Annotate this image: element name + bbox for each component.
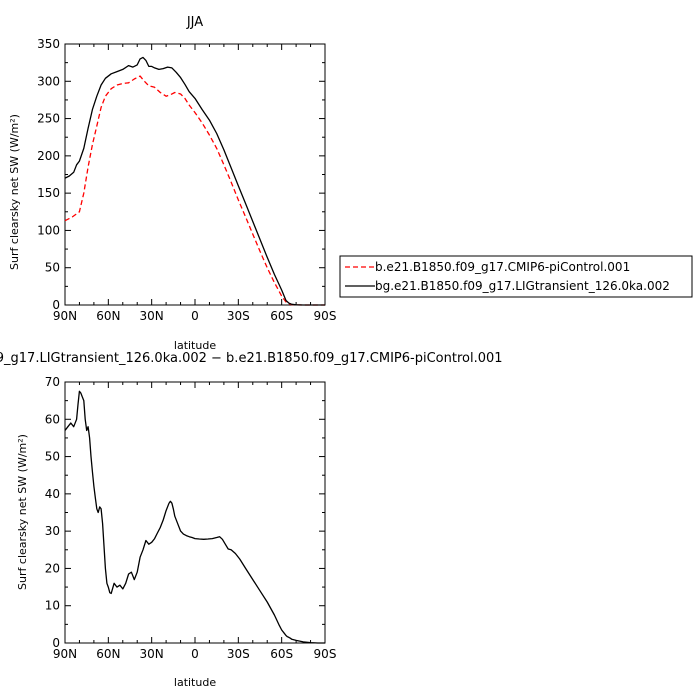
top-x-tick-label: 0 <box>191 309 199 323</box>
legend-entry-series-0: b.e21.B1850.f09_g17.CMIP6-piControl.001 <box>375 260 630 274</box>
bottom-x-tick-label: 60N <box>96 647 120 661</box>
top-y-tick-label: 150 <box>37 186 60 200</box>
top-x-tick-label: 30S <box>227 309 250 323</box>
top-panel: JJA 90N 60N 30N 0 30S 60S 90S 0 50 100 150 200 250 30… <box>8 15 336 352</box>
bottom-x-axis-label: latitude <box>174 676 216 689</box>
top-x-tick-label: 60N <box>96 309 120 323</box>
legend-entry-series-1: bg.e21.B1850.f09_g17.LIGtransient_126.0k… <box>375 279 670 293</box>
top-y-axis-label: Surf clearsky net SW (W/m²) <box>8 114 21 270</box>
bottom-y-tick-label: 0 <box>52 636 60 650</box>
bottom-series-line-0 <box>64 390 325 644</box>
bottom-panel: bg.e21.B1850.f09_g17.LIGtransient_126.0k… <box>0 351 503 689</box>
top-x-tick-label: 30N <box>140 309 164 323</box>
top-plot-frame <box>64 43 326 306</box>
top-panel-title: JJA <box>186 15 203 30</box>
top-y-tick-label: 100 <box>37 223 60 237</box>
top-x-tick-label: 90S <box>314 309 337 323</box>
top-x-tick-label: 60S <box>270 309 293 323</box>
top-y-tick-label: 50 <box>45 261 60 275</box>
bottom-y-tick-label: 60 <box>45 412 60 426</box>
bottom-y-tick-label: 30 <box>45 524 60 538</box>
top-plot-area: 90N 60N 30N 0 30S 60S 90S 0 50 100 150 200 250 300 350 <box>37 37 336 323</box>
bottom-plot-area: 90N 60N 30N 0 30S 60S 90S 0 10 20 30 40 50 60 70 <box>45 375 337 661</box>
top-y-tick-label: 350 <box>37 37 60 51</box>
bottom-y-tick-label: 50 <box>45 450 60 464</box>
bottom-y-tick-label: 40 <box>45 487 60 501</box>
top-y-tick-label: 300 <box>37 74 60 88</box>
bottom-y-tick-label: 20 <box>45 561 60 575</box>
top-series-line-1 <box>64 56 325 306</box>
bottom-y-tick-label: 10 <box>45 599 60 613</box>
bottom-x-tick-label: 0 <box>191 647 199 661</box>
bottom-x-tick-label: 90N <box>53 647 77 661</box>
bottom-panel-title: bg.e21.B1850.f09_g17.LIGtransient_126.0k… <box>0 351 503 366</box>
top-series-line-0 <box>64 75 325 306</box>
legend: b.e21.B1850.f09_g17.CMIP6-piControl.001 … <box>339 255 693 298</box>
top-y-tick-label: 200 <box>37 149 60 163</box>
legend-box <box>339 255 693 298</box>
bottom-y-tick-label: 70 <box>45 375 60 389</box>
bottom-x-tick-label: 30S <box>227 647 250 661</box>
bottom-x-tick-label: 60S <box>270 647 293 661</box>
top-y-tick-label: 0 <box>52 298 60 312</box>
bottom-x-tick-label: 30N <box>140 647 164 661</box>
bottom-x-tick-label: 90S <box>314 647 337 661</box>
top-x-tick-label: 90N <box>53 309 77 323</box>
top-y-tick-label: 250 <box>37 112 60 126</box>
bottom-y-axis-label: Surf clearsky net SW (W/m²) <box>16 434 29 590</box>
bottom-plot-frame <box>64 381 326 644</box>
top-x-axis-label: latitude <box>174 339 216 352</box>
